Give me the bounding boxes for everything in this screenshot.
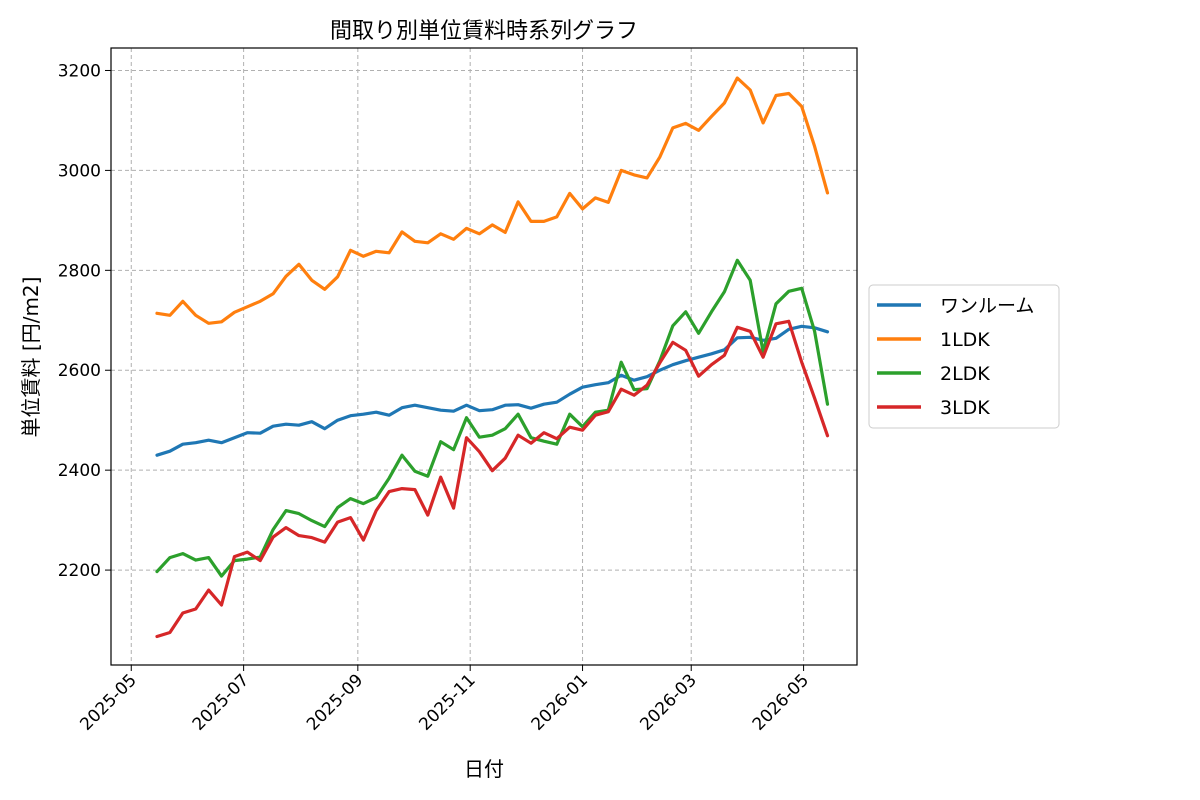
legend-label: 3LDK: [940, 397, 990, 419]
y-tick-label: 3200: [58, 61, 101, 81]
series-line-4: [155, 319, 830, 639]
grid-lines: [111, 48, 857, 665]
y-tick-label: 2400: [58, 461, 101, 481]
legend-box: [868, 284, 1060, 429]
y-tick-label: 2200: [58, 561, 101, 581]
series-line-3: [155, 258, 830, 578]
legend-label: 1LDK: [940, 329, 990, 351]
x-axis-title: 日付: [464, 757, 504, 781]
series-lines: [155, 76, 830, 639]
legend-label: ワンルーム: [940, 295, 1034, 317]
y-axis: 2200 2400 2600 2800 3000 3200: [58, 61, 111, 581]
y-tick-label: 2800: [58, 261, 101, 281]
series-line-1: [155, 324, 830, 457]
legend-label: 2LDK: [940, 363, 990, 385]
series-line-2: [155, 76, 830, 325]
chart-title: 間取り別単位賃料時系列グラフ: [330, 19, 638, 44]
legend: ワンルーム 1LDK 2LDK 3LDK: [868, 284, 1060, 429]
y-tick-label: 2600: [58, 361, 101, 381]
plot-frame: [110, 47, 858, 666]
y-axis-title: 単位賃料 [円/m2]: [19, 277, 43, 438]
y-tick-label: 3000: [58, 161, 101, 181]
